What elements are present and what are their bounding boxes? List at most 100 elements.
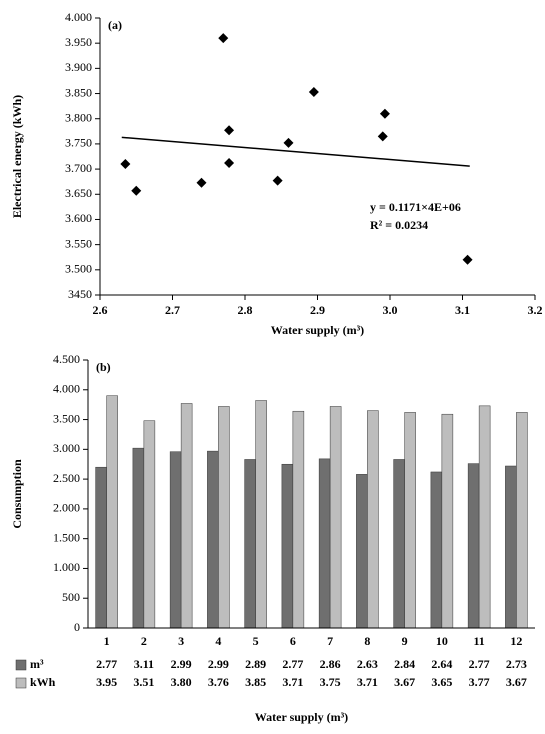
table-cell: 3.71 <box>357 675 378 689</box>
table-cell: 3.65 <box>431 675 452 689</box>
data-point <box>224 158 235 169</box>
data-point <box>218 33 229 44</box>
x-tick-label: 1 <box>104 634 110 648</box>
table-cell: 3.85 <box>245 675 266 689</box>
table-cell: 3.80 <box>171 675 192 689</box>
table-cell: 2.86 <box>320 657 341 671</box>
legend-label: m³ <box>30 657 44 671</box>
table-cell: 2.77 <box>469 657 490 671</box>
data-point <box>120 159 131 170</box>
table-cell: 3.67 <box>394 675 415 689</box>
bar <box>218 406 230 629</box>
bar <box>169 451 182 629</box>
y-tick-label: 3.900 <box>65 60 92 74</box>
trendline <box>121 136 470 167</box>
legend-swatch <box>15 677 27 689</box>
x-tick-label: 9 <box>402 634 408 648</box>
bar <box>106 395 118 629</box>
bar <box>281 463 294 629</box>
x-axis-label: Water supply (m³) <box>255 710 348 724</box>
x-tick-label: 2 <box>141 634 147 648</box>
y-tick-label: 3450 <box>68 287 92 301</box>
legend-swatch <box>15 659 27 671</box>
table-cell: 3.11 <box>134 657 154 671</box>
y-tick-label: 0 <box>74 620 80 634</box>
x-tick-label: 4 <box>215 634 221 648</box>
y-tick-label: 2.000 <box>53 501 80 515</box>
x-tick-label: 10 <box>436 634 448 648</box>
bar <box>180 403 193 629</box>
bar <box>132 447 145 629</box>
x-tick-label: 3.0 <box>383 303 398 317</box>
bar <box>329 406 342 629</box>
table-cell: 3.95 <box>96 675 117 689</box>
bar <box>467 463 480 629</box>
y-tick-label: 4.500 <box>53 352 80 366</box>
x-tick-label: 2.9 <box>310 303 325 317</box>
y-tick-label: 3.600 <box>65 211 92 225</box>
y-tick-label: 3.950 <box>65 35 92 49</box>
x-tick-label: 3.2 <box>528 303 543 317</box>
y-tick-label: 1.500 <box>53 530 80 544</box>
table-cell: 2.99 <box>208 657 229 671</box>
bar <box>430 471 443 629</box>
bar <box>505 465 517 629</box>
bar <box>393 459 405 629</box>
x-tick-label: 8 <box>364 634 370 648</box>
x-tick-label: 7 <box>327 634 333 648</box>
bar <box>367 410 379 629</box>
data-point <box>272 175 283 186</box>
y-tick-label: 4.000 <box>53 382 80 396</box>
bar <box>356 474 368 629</box>
table-cell: 2.77 <box>282 657 303 671</box>
data-point <box>283 137 294 148</box>
y-tick-label: 3.500 <box>65 262 92 276</box>
bar <box>292 410 305 629</box>
data-point <box>462 254 473 265</box>
table-cell: 3.76 <box>208 675 229 689</box>
panel-label: (b) <box>96 360 111 374</box>
annotation: R² = 0.0234 <box>370 218 428 232</box>
data-point <box>224 125 235 136</box>
y-tick-label: 4.000 <box>65 10 92 24</box>
data-point <box>377 131 388 142</box>
y-tick-label: 3.550 <box>65 236 92 250</box>
bar <box>143 420 156 629</box>
data-point <box>379 108 390 119</box>
data-point <box>308 87 319 98</box>
x-tick-label: 2.6 <box>93 303 108 317</box>
x-tick-label: 5 <box>253 634 259 648</box>
bar <box>207 450 219 629</box>
y-tick-label: 3.000 <box>53 441 80 455</box>
bar <box>244 459 256 629</box>
table-cell: 3.51 <box>133 675 154 689</box>
y-tick-label: 3.800 <box>65 110 92 124</box>
bar <box>318 458 331 629</box>
y-tick-label: 3.650 <box>65 186 92 200</box>
table-cell: 2.89 <box>245 657 266 671</box>
panel-label: (a) <box>108 18 122 32</box>
bar <box>255 400 267 629</box>
y-axis-label: Electrical energy (kWh) <box>10 95 24 218</box>
y-tick-label: 1.000 <box>53 560 80 574</box>
y-tick-label: 500 <box>62 590 80 604</box>
table-cell: 3.71 <box>282 675 303 689</box>
legend-label: kWh <box>30 675 56 689</box>
table-cell: 2.84 <box>394 657 415 671</box>
y-tick-label: 2.500 <box>53 471 80 485</box>
x-tick-label: 2.7 <box>165 303 180 317</box>
x-tick-label: 2.8 <box>238 303 253 317</box>
bar <box>516 412 528 629</box>
bar <box>404 412 416 629</box>
table-cell: 2.64 <box>431 657 452 671</box>
x-tick-label: 6 <box>290 634 296 648</box>
table-cell: 2.77 <box>96 657 117 671</box>
data-point <box>131 185 142 196</box>
table-cell: 2.63 <box>357 657 378 671</box>
y-axis-label: Consumption <box>10 459 24 529</box>
x-tick-label: 11 <box>473 634 484 648</box>
bar <box>441 413 454 629</box>
x-axis-label: Water supply (m³) <box>271 323 364 337</box>
